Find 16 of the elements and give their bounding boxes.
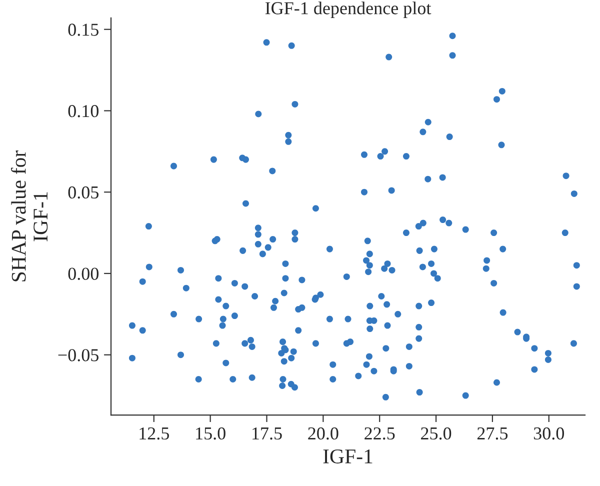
x-tick-label: 20.0 (308, 427, 338, 440)
x-tick-label: 30.0 (534, 427, 564, 440)
y-tick-label: 0.10 (68, 104, 99, 118)
x-tick-label: 17.5 (252, 427, 282, 440)
y-tick-label: 0.05 (68, 186, 98, 199)
chart-title: IGF-1 dependence plot (265, 2, 432, 18)
y-tick-label: 0.00 (68, 268, 99, 280)
y-tick-label: 0.15 (68, 24, 98, 36)
x-tick-label: 15.0 (196, 427, 226, 440)
y-axis-title: SHAP value for IGF-1 (10, 150, 48, 282)
x-tick-label: 12.5 (140, 427, 169, 440)
x-tick-label: 25.0 (421, 427, 452, 440)
y-tick-label: −0.05 (58, 349, 98, 362)
x-tick-label: 22.5 (364, 427, 395, 440)
x-axis-title: IGF-1 (323, 449, 372, 464)
x-tick-label: 27.5 (477, 427, 508, 440)
